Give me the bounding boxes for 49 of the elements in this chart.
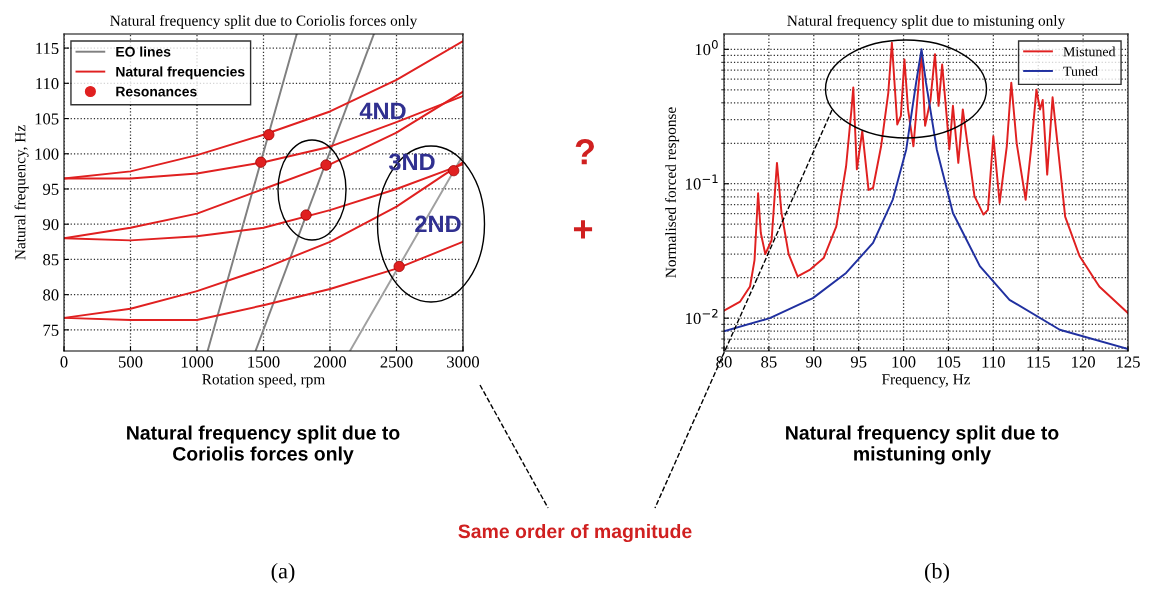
x-tick-label: 85 (761, 356, 777, 368)
y-tick-label: 95 (43, 183, 59, 195)
x-tick-label: 110 (982, 356, 1005, 368)
text: + (573, 220, 593, 239)
y-tick-label: 75 (43, 324, 59, 336)
x-tick-label: 115 (1027, 356, 1050, 368)
text: (b) (925, 562, 949, 584)
x-tick-label: 105 (937, 356, 961, 368)
x-tick-label: 0 (60, 356, 68, 368)
text: Same order of magnitude (458, 523, 692, 543)
text: Natural frequency split due to Coriolis forces only (127, 425, 400, 465)
x-axis-title: Rotation speed, rpm (202, 373, 325, 388)
y-tick-label: 90 (43, 218, 59, 231)
legend-label: Natural frequencies (116, 66, 245, 80)
y-tick-label: 10$^{0}$ (695, 40, 718, 56)
text: ? (575, 139, 594, 165)
x-tick-label: 125 (1116, 356, 1140, 368)
x-tick-label: 2500 (380, 356, 413, 368)
x-tick-label: 1000 (181, 356, 214, 368)
x-tick-label: 95 (850, 356, 867, 368)
text: Natural frequency split due to mistuning only (786, 425, 1059, 465)
legend-label: Resonances (116, 86, 197, 97)
legend-label: Mistuned (1063, 46, 1116, 57)
text: (a) (271, 562, 295, 584)
chart-title: Natural frequency split due to Coriolis forces only (110, 14, 418, 29)
y-tick-label: 110 (36, 78, 59, 90)
x-axis-title: Frequency, Hz (881, 374, 971, 388)
y-tick-label: 100 (35, 148, 59, 160)
x-tick-label: 90 (805, 356, 822, 368)
x-tick-label: 500 (118, 356, 143, 368)
y-tick-label: 115 (36, 42, 59, 55)
x-tick-label: 100 (892, 356, 916, 368)
x-tick-label: 80 (716, 356, 732, 368)
y-axis-title: Natural frequency, Hz (14, 125, 29, 260)
legend-label: Tuned (1063, 66, 1098, 76)
x-tick-label: 3000 (447, 356, 480, 368)
annotation: 4ND (359, 102, 406, 120)
y-tick-label: 105 (35, 113, 59, 125)
y-tick-label: 10$^{−2}$ (686, 308, 718, 325)
legend-label: EO lines (116, 46, 171, 57)
x-tick-label: 1500 (248, 356, 280, 368)
x-tick-label: 120 (1072, 356, 1095, 368)
y-tick-label: 85 (43, 254, 59, 266)
chart-title: Natural frequency split due to mistuning only (787, 14, 1066, 29)
x-tick-label: 2000 (314, 356, 347, 368)
y-tick-label: 80 (43, 289, 59, 301)
y-axis-title: Normalised forced response (665, 107, 680, 278)
annotation: 2ND (415, 215, 461, 233)
y-tick-label: 10$^{−1}$ (686, 174, 718, 190)
